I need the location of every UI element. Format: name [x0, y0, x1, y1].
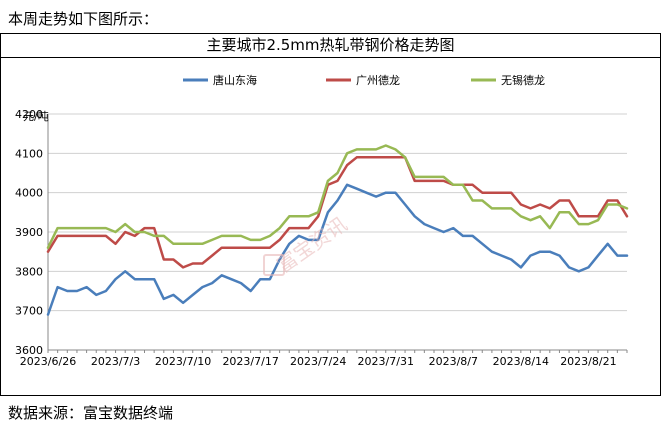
x-tick-label: 2023/8/21 — [560, 355, 616, 368]
x-tick-label: 2023/7/17 — [222, 355, 278, 368]
legend: 唐山东海 广州德龙 无锡德龙 — [183, 73, 545, 87]
series-line-2 — [46, 156, 629, 269]
chart-title: 主要城市2.5mm热轧带钢价格走势图 — [1, 34, 660, 58]
line-chart: 3600 3700 3800 3900 4000 4100 4200 2023/6/26 202… — [15, 73, 629, 368]
y-tick-label: 4100 — [15, 147, 43, 160]
chart-figure: 主要城市2.5mm热轧带钢价格走势图 3600 3700 3800 3900 4000 4… — [0, 33, 661, 396]
x-tick-label: 2023/8/14 — [493, 355, 549, 368]
x-tick-label: 2023/7/3 — [91, 355, 140, 368]
x-tick-label: 2023/7/24 — [290, 355, 346, 368]
x-tick-label: 2023/8/7 — [429, 355, 478, 368]
unit-label: 元/吨 — [23, 110, 49, 123]
y-tick-label: 4200 — [15, 108, 43, 121]
y-tick-label: 4000 — [15, 187, 43, 200]
y-tick-label: 3600 — [15, 344, 43, 357]
watermark-seal — [263, 254, 285, 276]
y-tick-label: 3700 — [15, 305, 43, 318]
legend-label-1: 唐山东海 — [213, 73, 257, 87]
series-line-1 — [46, 183, 629, 316]
axis-layer: 3600 3700 3800 3900 4000 4100 4200 2023/6/26 202… — [15, 108, 628, 368]
x-tick-label: 2023/7/10 — [155, 355, 211, 368]
y-tick-label: 3900 — [15, 226, 43, 239]
x-tick-label: 2023/6/26 — [20, 355, 76, 368]
series-line-3 — [46, 144, 629, 249]
y-tick-label: 3800 — [15, 265, 43, 278]
legend-label-3: 无锡德龙 — [501, 73, 545, 87]
legend-label-2: 广州德龙 — [356, 73, 400, 87]
x-tick-label: 2023/7/31 — [358, 355, 414, 368]
series-layer — [46, 144, 629, 316]
source-text: 数据来源：富宝数据终端 — [8, 404, 174, 422]
intro-text: 本周走势如下图所示： — [8, 10, 159, 28]
